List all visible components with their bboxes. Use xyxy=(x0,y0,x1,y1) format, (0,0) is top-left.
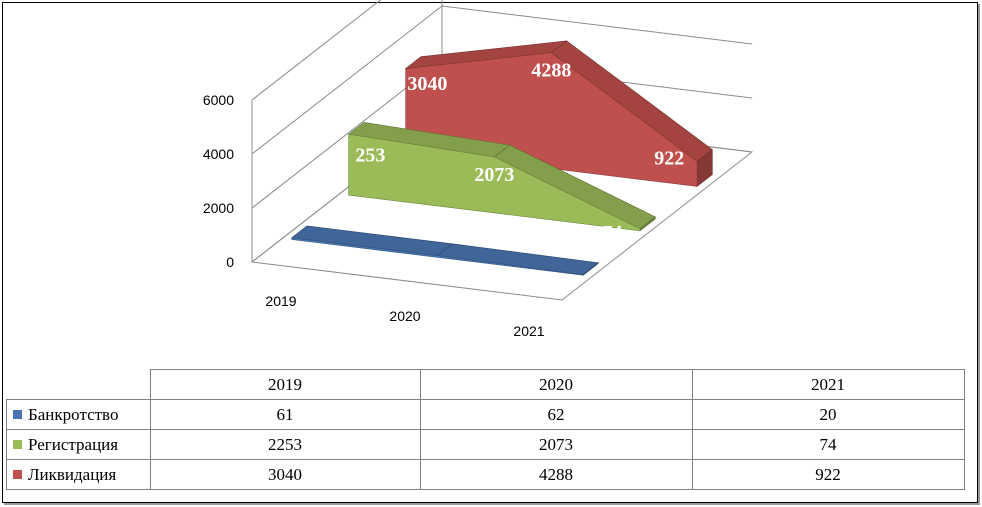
table-header-row: 2019 2020 2021 xyxy=(6,369,965,400)
table-cell: 74 xyxy=(691,429,965,460)
data-table: 2019 2020 2021 Банкротство 61 62 20 Реги… xyxy=(6,369,965,490)
series-1: 253 2073 74 xyxy=(347,122,656,244)
table-header-cell: 2019 xyxy=(149,369,421,400)
x-tick-label: 2021 xyxy=(513,323,544,339)
table-cell: 4288 xyxy=(419,459,693,490)
table-cell: 922 xyxy=(691,459,965,490)
table-corner xyxy=(6,369,151,400)
table-cell: 62 xyxy=(419,399,693,430)
row-header: Ликвидация xyxy=(6,459,151,490)
data-label: 4288 xyxy=(531,60,571,82)
area-front-face xyxy=(291,237,584,276)
data-label: 2073 xyxy=(474,164,514,186)
table-row: Регистрация 2253 2073 74 xyxy=(6,429,965,460)
row-label: Регистрация xyxy=(28,434,119,454)
chart-series: 3040 4288 922 253 2073 74 61 62 20 xyxy=(290,40,713,300)
table-cell: 61 xyxy=(149,399,421,430)
row-header: Регистрация xyxy=(6,429,151,460)
table-cell: 3040 xyxy=(149,459,421,490)
y-tick-label: 4000 xyxy=(203,146,234,162)
row-label: Ликвидация xyxy=(28,464,117,484)
data-label: 20 xyxy=(545,278,565,300)
data-label: 922 xyxy=(654,148,684,170)
data-label: 3040 xyxy=(407,73,447,95)
x-tick-label: 2019 xyxy=(265,293,296,309)
row-header: Банкротство xyxy=(6,399,151,430)
row-label: Банкротство xyxy=(28,404,119,424)
table-row: Банкротство 61 62 20 xyxy=(6,399,965,430)
area-front-face xyxy=(348,133,641,232)
y-tick-label: 2000 xyxy=(203,200,234,216)
data-label: 62 xyxy=(427,263,447,285)
gridline xyxy=(251,0,382,101)
x-tick-label: 2020 xyxy=(389,308,420,324)
table-header-cell: 2021 xyxy=(691,369,965,400)
data-label: 74 xyxy=(602,222,622,244)
table-cell: 2073 xyxy=(419,429,693,460)
legend-key-bankruptcy xyxy=(13,409,22,419)
axis-ticks: 0 2000 4000 6000 2019 2020 2021 xyxy=(203,92,545,339)
legend-key-registration xyxy=(13,439,22,449)
table-cell: 2253 xyxy=(149,429,421,460)
y-tick-label: 6000 xyxy=(203,92,234,108)
series-0: 61 62 20 xyxy=(290,225,600,300)
legend-key-liquidation xyxy=(13,469,22,479)
data-label: 61 xyxy=(303,247,323,269)
table-cell: 20 xyxy=(691,399,965,430)
table-row: Ликвидация 3040 4288 922 xyxy=(6,459,965,490)
y-tick-label: 0 xyxy=(226,254,234,270)
data-label: 253 xyxy=(355,145,385,167)
table-header-cell: 2020 xyxy=(419,369,693,400)
